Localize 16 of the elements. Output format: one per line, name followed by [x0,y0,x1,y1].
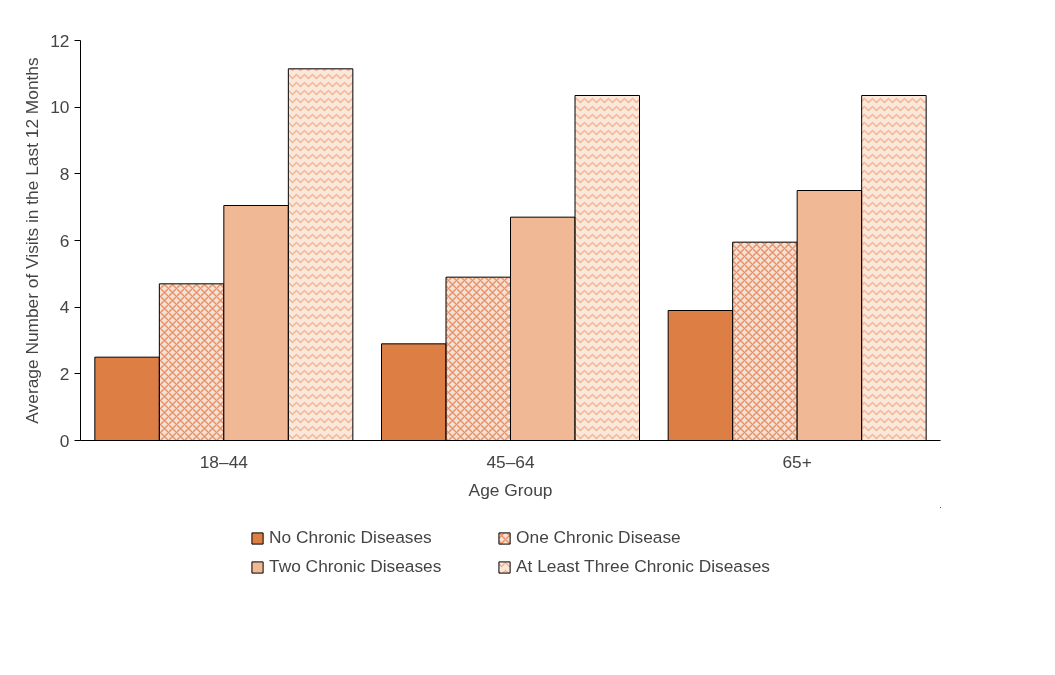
y-tick-label: 0 [59,430,70,451]
x-axis-title: Age Group [468,479,553,500]
legend-label: Two Chronic Diseases [269,556,443,577]
x-tick-label: 18–44 [199,451,249,472]
x-tick-label: 45–64 [486,451,535,472]
legend-label: No Chronic Diseases [269,527,433,548]
y-tick-label: 2 [59,363,70,384]
y-tick-label: 6 [59,230,70,251]
legend-label: One Chronic Disease [516,527,682,548]
y-tick-label: 12 [50,30,70,51]
y-axis-title: Average Number of Visits in the Last 12 Months [22,57,43,424]
legend-label: At Least Three Chronic Diseases [516,556,770,577]
x-tick-label: 65+ [782,451,812,472]
y-tick-label: 10 [50,97,70,118]
y-tick-label: 8 [59,163,70,184]
y-tick-label: 4 [59,297,70,318]
